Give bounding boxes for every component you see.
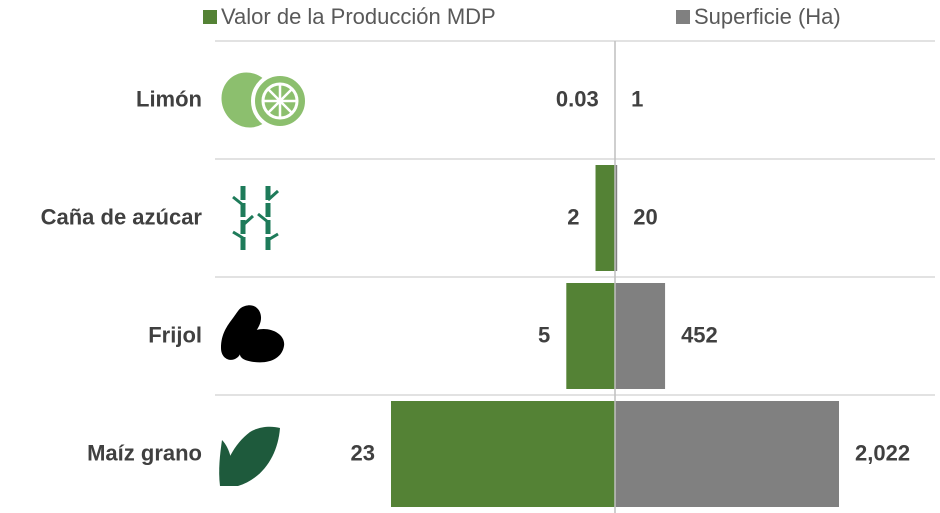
category-label: Frijol [148,322,202,347]
icon-bean [221,305,285,363]
bar [595,165,615,271]
legend-label: Superficie (Ha) [694,4,841,29]
bar [615,401,839,507]
value-label: 0.03 [556,86,599,111]
value-label: 2 [567,204,579,229]
bar [566,283,615,389]
category-label: Limón [136,86,202,111]
value-label: 452 [681,322,718,347]
value-label: 2,022 [855,440,910,465]
category-label: Caña de azúcar [41,204,203,229]
value-label: 20 [633,204,657,229]
value-label: 23 [351,440,375,465]
legend-swatch [203,10,217,24]
icon-corn [219,426,280,486]
value-label: 1 [631,86,643,111]
bar [615,165,618,271]
icon-sugarcane [232,186,280,250]
value-label: 5 [538,322,550,347]
legend-label: Valor de la Producción MDP [221,4,496,29]
category-label: Maíz grano [87,440,202,465]
bar [391,401,615,507]
legend-swatch [676,10,690,24]
bar [615,283,666,389]
icon-lemon [221,72,309,130]
